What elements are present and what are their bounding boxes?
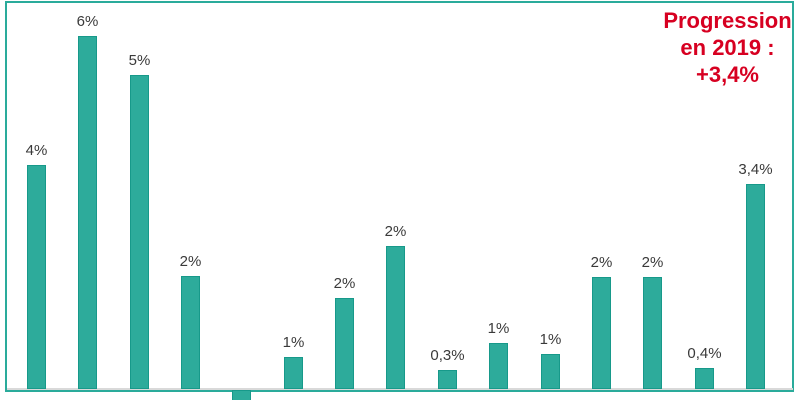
x-axis-line: [7, 388, 793, 390]
bar-value-label: 3,4%: [738, 161, 773, 178]
bar-value-label: 2%: [384, 223, 407, 240]
bar-value-label: 2%: [590, 254, 613, 271]
bar-value-label: 6%: [76, 13, 99, 30]
annotation-line-2: en 2019 :: [680, 35, 775, 60]
bar: [335, 298, 354, 389]
bar: [489, 343, 508, 389]
bar: [386, 246, 405, 389]
bar: [78, 36, 97, 389]
bar: [643, 277, 662, 389]
bar: [592, 277, 611, 389]
bar: [27, 165, 46, 389]
annotation-line-1: Progression: [663, 8, 792, 33]
bar-value-label: 0,4%: [687, 345, 722, 362]
bar-value-label: 4%: [25, 142, 48, 159]
bar: [438, 370, 457, 389]
annotation-progression: Progression en 2019 : +3,4%: [640, 7, 800, 88]
bar: [130, 75, 149, 389]
bar-value-label: 1%: [539, 331, 562, 348]
bar: [541, 354, 560, 389]
bar: [746, 184, 765, 389]
bar-value-label: 2%: [641, 254, 664, 271]
bar-value-label: 1%: [282, 334, 305, 351]
bar: [181, 276, 200, 389]
bar-value-label: 1%: [487, 320, 510, 337]
annotation-line-3: +3,4%: [696, 62, 759, 87]
bar: [695, 368, 714, 389]
bar-value-label: 2%: [333, 275, 356, 292]
bar-value-label: 2%: [179, 253, 202, 270]
bar: [284, 357, 303, 389]
bar-value-label: 0,3%: [430, 347, 465, 364]
bar-value-label: 5%: [128, 52, 151, 69]
bar: [232, 390, 251, 400]
